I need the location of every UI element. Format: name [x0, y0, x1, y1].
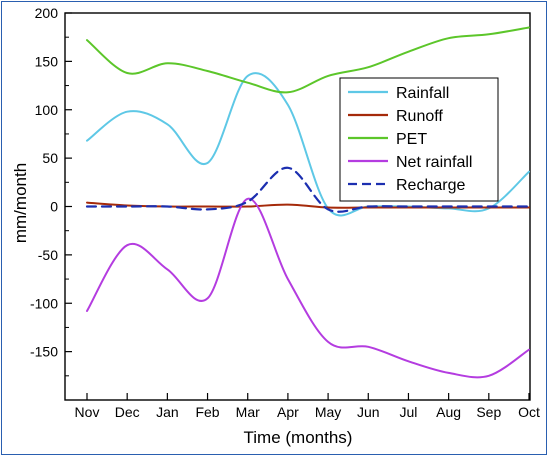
y-tick-label: -150 — [30, 344, 58, 360]
x-tick-label: Jun — [357, 404, 380, 420]
y-tick-label: -100 — [30, 295, 58, 311]
series-line-recharge — [85, 166, 531, 213]
y-axis-title: mm/month — [11, 163, 30, 243]
x-tick-label: Jul — [400, 404, 418, 420]
axes: 200 150 100 50 0 -50 -100 -150 Nov Dec Jan Feb Mar Ap… — [30, 5, 540, 420]
x-tick-label: Mar — [236, 404, 260, 420]
x-tick-label: May — [315, 404, 341, 420]
y-tick-label: -50 — [38, 247, 58, 263]
x-tick-label: Nov — [75, 404, 100, 420]
legend-label-recharge: Recharge — [396, 177, 465, 194]
x-tick-label: Apr — [277, 404, 299, 420]
legend-label-runoff: Runoff — [396, 108, 443, 125]
x-axis-title: Time (months) — [244, 428, 353, 447]
legend-label-rainfall: Rainfall — [396, 85, 449, 102]
y-tick-label: 50 — [42, 150, 58, 166]
y-tick-label: 100 — [35, 102, 59, 118]
series-line-pet — [86, 26, 530, 94]
x-tick-label: Aug — [436, 404, 461, 420]
y-tick-label: 0 — [50, 199, 58, 215]
x-tick-label: Jan — [156, 404, 179, 420]
y-tick-label: 150 — [35, 53, 59, 69]
legend-box — [339, 77, 499, 202]
x-tick-label: Dec — [115, 404, 140, 420]
legend: Rainfall Runoff PET Net rainfall Recharge — [339, 77, 499, 202]
x-tick-label: Sep — [476, 404, 501, 420]
series-line-net-rainfall — [86, 197, 530, 379]
y-tick-label: 200 — [35, 5, 59, 21]
x-tick-label: Oct — [518, 404, 540, 420]
legend-label-net-rainfall: Net rainfall — [396, 154, 472, 171]
series-lines — [85, 26, 531, 379]
x-tick-label: Feb — [195, 404, 219, 420]
legend-label-pet: PET — [396, 131, 427, 148]
